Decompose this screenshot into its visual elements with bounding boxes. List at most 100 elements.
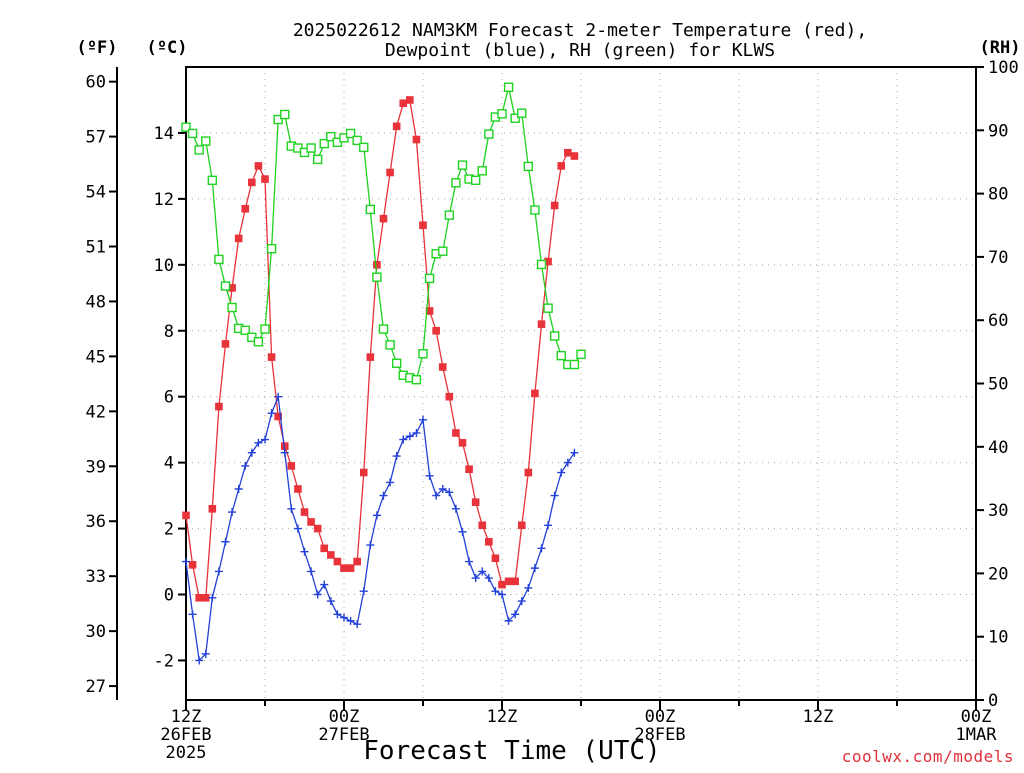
rh-point	[385, 340, 395, 350]
dewpoint-point	[386, 478, 395, 487]
x-tick-label: 12Z	[171, 707, 202, 727]
temperature-point	[432, 326, 440, 335]
grid-lines	[186, 67, 976, 700]
fahrenheit-tick-label: 42	[86, 402, 106, 422]
plot-frame	[185, 66, 977, 701]
dewpoint-point	[195, 656, 204, 665]
x-tick-label: 28FEB	[634, 725, 685, 745]
rh-point	[424, 273, 435, 284]
dewpoint-point	[412, 428, 421, 437]
x-tick-label: 12Z	[803, 707, 834, 727]
rh-line	[185, 87, 582, 381]
temperature-point	[471, 498, 480, 506]
rh-tick-label: 10	[988, 628, 1008, 648]
temperature-point	[294, 485, 302, 493]
temperature-point	[366, 353, 375, 361]
dewpoint-point	[346, 616, 355, 625]
temperature-point	[524, 468, 533, 477]
temperature-point	[346, 564, 355, 572]
temperature-point	[254, 162, 263, 170]
rh-point	[345, 128, 356, 139]
temperature-point	[261, 175, 269, 183]
fahrenheit-tick-label: 27	[86, 677, 106, 697]
dewpoint-series	[182, 392, 579, 665]
rh-point	[201, 136, 211, 146]
rh-point	[359, 142, 369, 153]
rh-point	[240, 325, 250, 336]
temperature-point	[182, 511, 190, 520]
dewpoint-point	[182, 557, 190, 566]
dewpoint-point	[214, 567, 223, 576]
dewpoint-point	[359, 587, 368, 596]
dewpoint-point	[458, 527, 467, 536]
rh-point	[503, 82, 514, 92]
rh-point	[411, 375, 422, 385]
fahrenheit-tick-label: 33	[86, 567, 106, 587]
temperature-point	[386, 168, 394, 177]
dewpoint-point	[557, 468, 566, 477]
dewpoint-point	[366, 541, 375, 550]
fahrenheit-tick-label: 30	[86, 622, 106, 642]
dewpoint-point	[530, 564, 539, 573]
celsius-tick-label: 10	[154, 256, 174, 276]
credit-text: coolwx.com/models	[842, 747, 1014, 766]
temperature-point	[373, 261, 381, 269]
celsius-unit-label: (ºC)	[147, 38, 188, 58]
temperature-point	[353, 557, 361, 566]
dewpoint-point	[208, 593, 217, 602]
rh-tick-label: 50	[988, 375, 1008, 395]
celsius-tick-label: 2	[164, 520, 174, 540]
dewpoint-point	[392, 452, 401, 461]
temperature-point	[465, 465, 473, 474]
rh-tick-label: 70	[988, 248, 1008, 268]
temperature-point	[458, 439, 467, 447]
dewpoint-point	[372, 511, 381, 520]
dewpoint-point	[511, 610, 520, 619]
dewpoint-point	[471, 574, 480, 583]
temperature-point	[280, 442, 289, 450]
dewpoint-point	[293, 524, 302, 533]
temperature-point	[188, 561, 197, 569]
rh-point	[365, 204, 376, 215]
rh-point	[181, 122, 191, 132]
dewpoint-point	[221, 537, 230, 546]
temperature-point	[195, 593, 203, 602]
fahrenheit-tick-label: 51	[86, 237, 106, 257]
rh-point	[312, 154, 323, 165]
rh-point	[280, 109, 290, 120]
dewpoint-point	[333, 610, 342, 619]
temperature-point	[570, 152, 579, 160]
dewpoint-point	[313, 590, 322, 599]
dewpoint-point	[353, 620, 362, 629]
temperature-point	[228, 284, 236, 292]
dewpoint-point	[537, 544, 546, 553]
temperature-point	[406, 96, 414, 104]
rh-point	[260, 324, 270, 334]
dewpoint-point	[451, 504, 460, 513]
dewpoint-point	[563, 458, 572, 467]
dewpoint-point	[326, 597, 335, 606]
x-tick-label: 2025	[166, 743, 207, 763]
x-tick-label: 1MAR	[956, 725, 998, 745]
rh-point	[391, 358, 402, 368]
rh-point	[418, 349, 428, 359]
dewpoint-point	[419, 415, 427, 424]
dewpoint-point	[498, 590, 506, 599]
dewpoint-point	[300, 547, 309, 556]
dewpoint-point	[307, 567, 316, 576]
temperature-point	[234, 234, 243, 243]
rh-point	[266, 243, 277, 254]
celsius-tick-label: 8	[164, 322, 174, 342]
dewpoint-point	[241, 461, 250, 470]
rh-point	[319, 138, 329, 149]
celsius-tick-label: 14	[154, 124, 174, 144]
rh-point	[484, 129, 494, 139]
fahrenheit-tick-label: 48	[86, 292, 106, 312]
x-tick-label: 00Z	[961, 707, 992, 727]
temperature-point	[333, 557, 342, 566]
temperature-point	[550, 201, 559, 210]
dewpoint-point	[261, 435, 269, 444]
temperature-point	[452, 429, 460, 437]
celsius-tick-label: 6	[164, 388, 174, 408]
dewpoint-point	[491, 587, 500, 596]
